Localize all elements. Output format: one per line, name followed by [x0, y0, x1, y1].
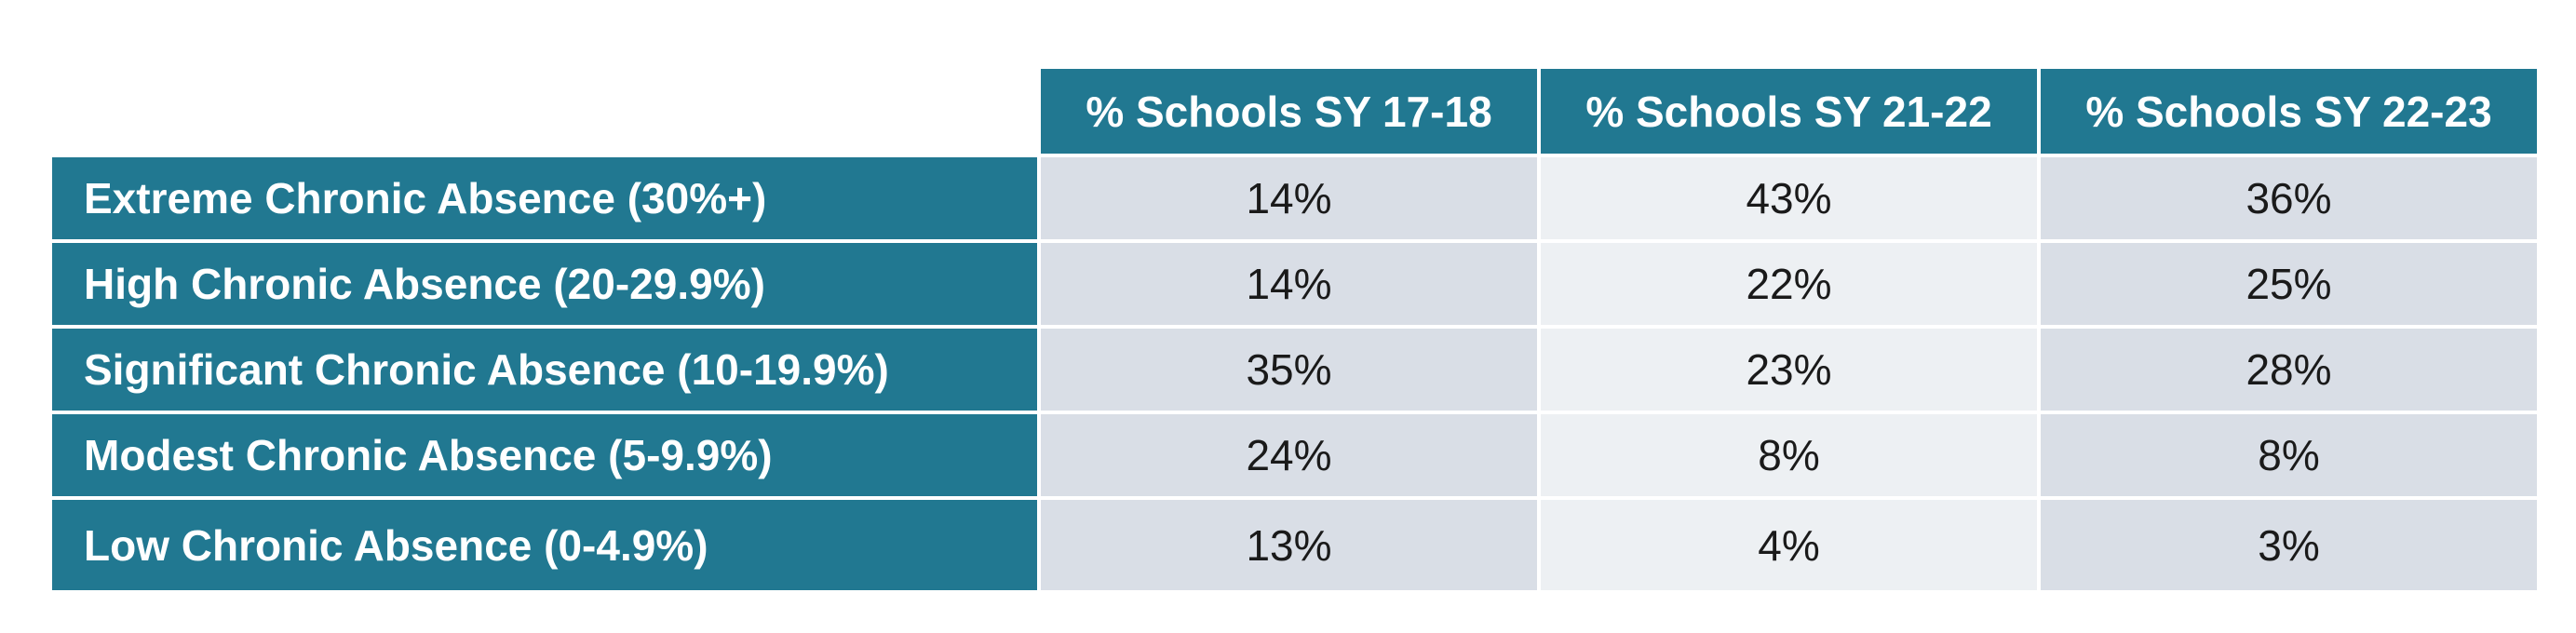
column-header: % Schools SY 17-18: [1041, 69, 1537, 154]
row-header: Extreme Chronic Absence (30%+): [52, 157, 1037, 239]
row-header: Significant Chronic Absence (10-19.9%): [52, 329, 1037, 411]
table-cell: 14%: [1041, 157, 1537, 239]
column-header: % Schools SY 22-23: [2041, 69, 2537, 154]
row-header: Modest Chronic Absence (5-9.9%): [52, 414, 1037, 496]
table-cell: 24%: [1041, 414, 1537, 496]
table-cell: 8%: [1541, 414, 2037, 496]
table-cell: 23%: [1541, 329, 2037, 411]
table-cell: 25%: [2041, 243, 2537, 325]
table-cell: 3%: [2041, 500, 2537, 590]
table-cell: 13%: [1041, 500, 1537, 590]
table-cell: 4%: [1541, 500, 2037, 590]
table-cell: 43%: [1541, 157, 2037, 239]
table-corner: [52, 69, 1037, 154]
row-header: High Chronic Absence (20-29.9%): [52, 243, 1037, 325]
column-header: % Schools SY 21-22: [1541, 69, 2037, 154]
chronic-absence-table: % Schools SY 17-18 % Schools SY 21-22 % …: [52, 69, 2537, 590]
table-cell: 36%: [2041, 157, 2537, 239]
table-cell: 35%: [1041, 329, 1537, 411]
table-cell: 8%: [2041, 414, 2537, 496]
table-cell: 14%: [1041, 243, 1537, 325]
row-header: Low Chronic Absence (0-4.9%): [52, 500, 1037, 590]
table-cell: 22%: [1541, 243, 2037, 325]
table-cell: 28%: [2041, 329, 2537, 411]
